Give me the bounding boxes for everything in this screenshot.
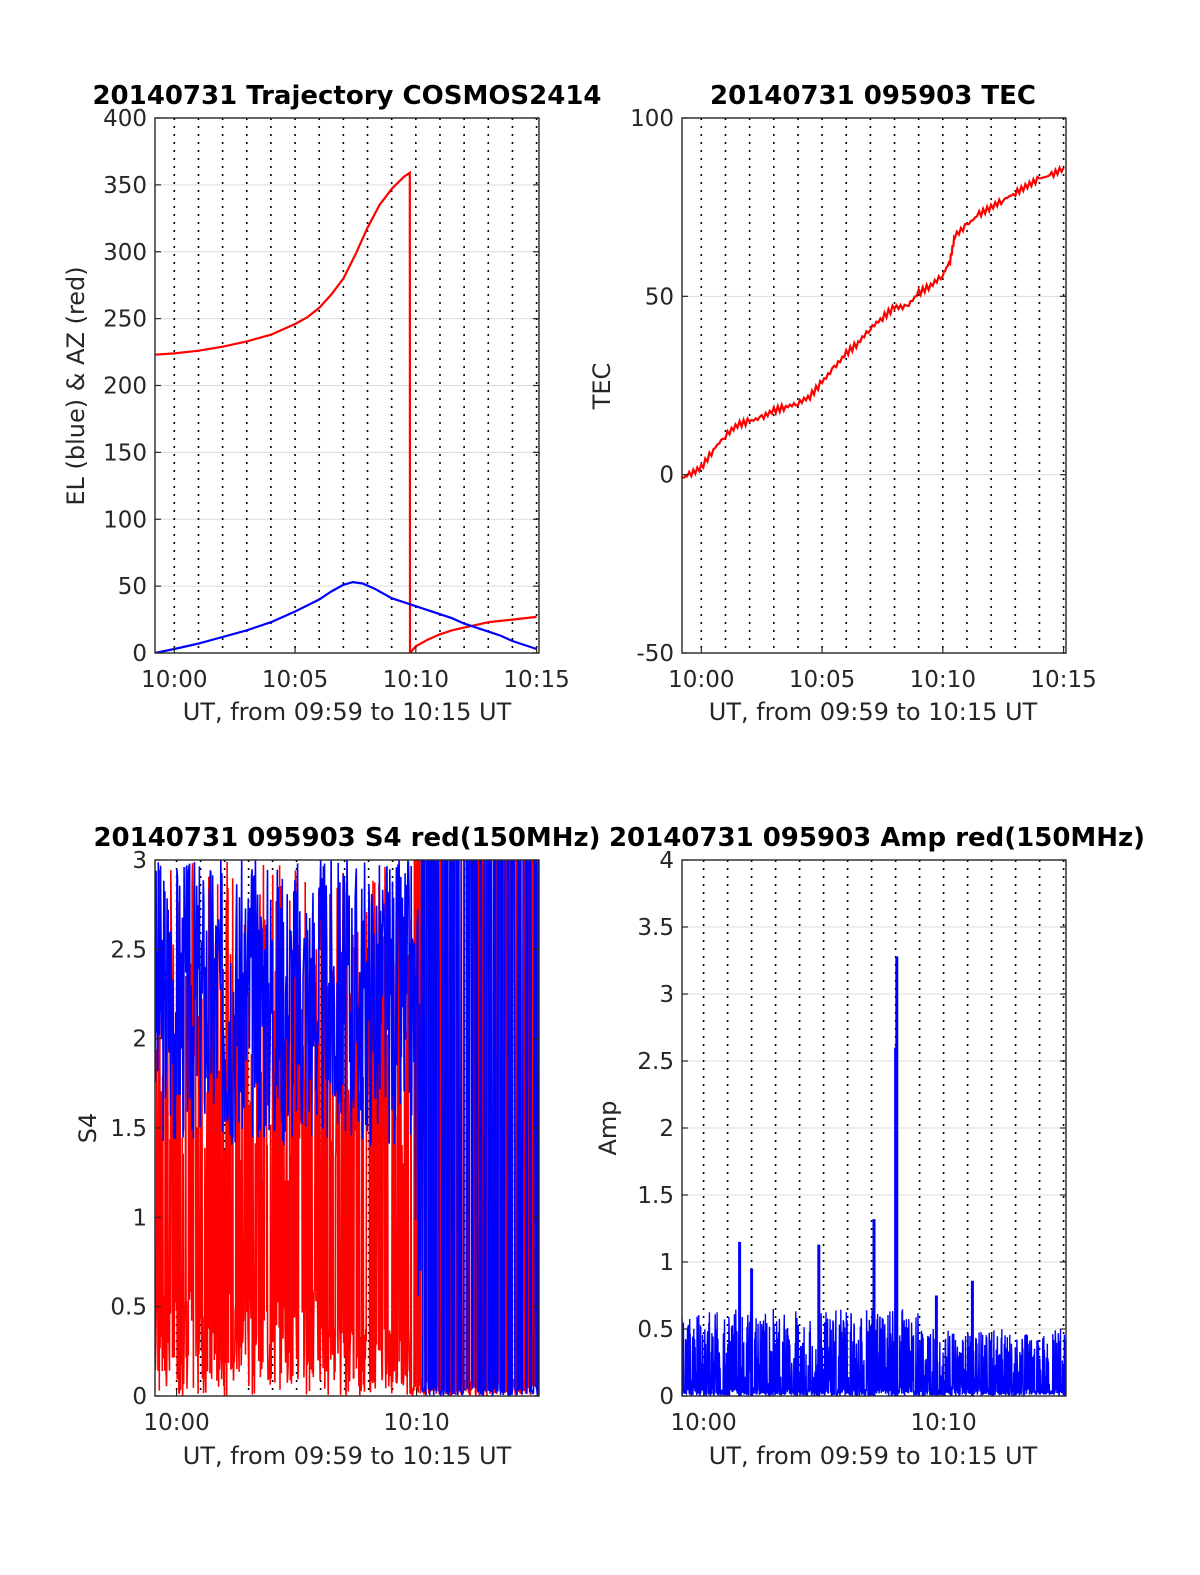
panel-s4: 20140731 095903 S4 red(150MHz) 0 0.5 1 1.5 2…	[74, 823, 601, 1470]
x-axis-label: UT, from 09:59 to 10:15 UT	[183, 1442, 512, 1470]
x-tick-label: 10:10	[383, 1410, 449, 1436]
y-tick-label: 3	[132, 848, 147, 874]
y-tick-label: 350	[103, 173, 147, 199]
chart-title: 20140731 095903 S4 red(150MHz)	[93, 823, 600, 853]
x-tick-label: 10:10	[910, 667, 976, 693]
x-tick-label: 10:10	[910, 1410, 976, 1436]
y-tick-label: 0	[132, 641, 147, 667]
blue-series-line	[155, 860, 539, 1396]
y-tick-label: 2.5	[637, 1049, 674, 1075]
x-tick-label: 10:05	[262, 667, 328, 693]
y-tick-label: 1.5	[637, 1183, 674, 1209]
y-tick-label: 2	[132, 1027, 147, 1053]
y-tick-label: -50	[636, 641, 674, 667]
y-tick-label: 50	[118, 574, 147, 600]
y-tick-label: 0	[659, 1384, 674, 1410]
x-tick-label: 10:00	[143, 1410, 209, 1436]
y-tick-label: 4	[659, 848, 674, 874]
x-tick-label: 10:15	[1030, 667, 1096, 693]
y-tick-label: 400	[103, 106, 147, 132]
y-tick-label: 2.5	[110, 937, 147, 963]
y-tick-label: 2	[659, 1116, 674, 1142]
y-tick-label: 100	[630, 106, 674, 132]
x-tick-label: 10:05	[789, 667, 855, 693]
x-tick-label: 10:00	[670, 1410, 736, 1436]
y-tick-label: 250	[103, 307, 147, 333]
chart-title: 20140731 095903 TEC	[710, 81, 1036, 111]
y-tick-label: 150	[103, 440, 147, 466]
x-tick-label: 10:00	[141, 667, 207, 693]
y-tick-label: 50	[645, 284, 674, 310]
plot-frame	[681, 117, 1067, 654]
panel-trajectory: 20140731 Trajectory COSMOS2414 0 50 100 150…	[62, 81, 602, 726]
y-tick-label: 0	[659, 463, 674, 489]
red-series-line	[682, 164, 1065, 480]
y-tick-label: 0.5	[110, 1295, 147, 1321]
y-axis-label: EL (blue) & AZ (red)	[62, 266, 90, 505]
chart-title: 20140731 Trajectory COSMOS2414	[92, 81, 601, 111]
x-tick-label: 10:10	[383, 667, 449, 693]
y-tick-label: 3.5	[637, 915, 674, 941]
x-tick-label: 10:15	[503, 667, 569, 693]
blue-series-line	[155, 580, 537, 653]
y-tick-label: 3	[659, 982, 674, 1008]
x-axis-label: UT, from 09:59 to 10:15 UT	[709, 1442, 1038, 1470]
y-tick-label: 300	[103, 240, 147, 266]
x-tick-label: 10:00	[668, 667, 734, 693]
y-axis-label: Amp	[594, 1100, 622, 1155]
y-axis-label: TEC	[588, 363, 616, 411]
panel-amp: 20140731 095903 Amp red(150MHz) 0 0.5 1 1.5…	[594, 823, 1145, 1470]
y-tick-label: 200	[103, 374, 147, 400]
chart-title: 20140731 095903 Amp red(150MHz)	[609, 823, 1145, 853]
y-tick-label: 1.5	[110, 1116, 147, 1142]
y-tick-label: 100	[103, 507, 147, 533]
y-tick-label: 1	[659, 1250, 674, 1276]
panel-tec: 20140731 095903 TEC -50 0 50 100 10:00 10:05 1…	[588, 81, 1097, 726]
y-tick-label: 0.5	[637, 1317, 674, 1343]
y-tick-label: 1	[132, 1205, 147, 1231]
y-axis-label: S4	[74, 1113, 102, 1144]
y-tick-label: 0	[132, 1384, 147, 1410]
x-axis-label: UT, from 09:59 to 10:15 UT	[709, 698, 1038, 726]
x-axis-label: UT, from 09:59 to 10:15 UT	[183, 698, 512, 726]
